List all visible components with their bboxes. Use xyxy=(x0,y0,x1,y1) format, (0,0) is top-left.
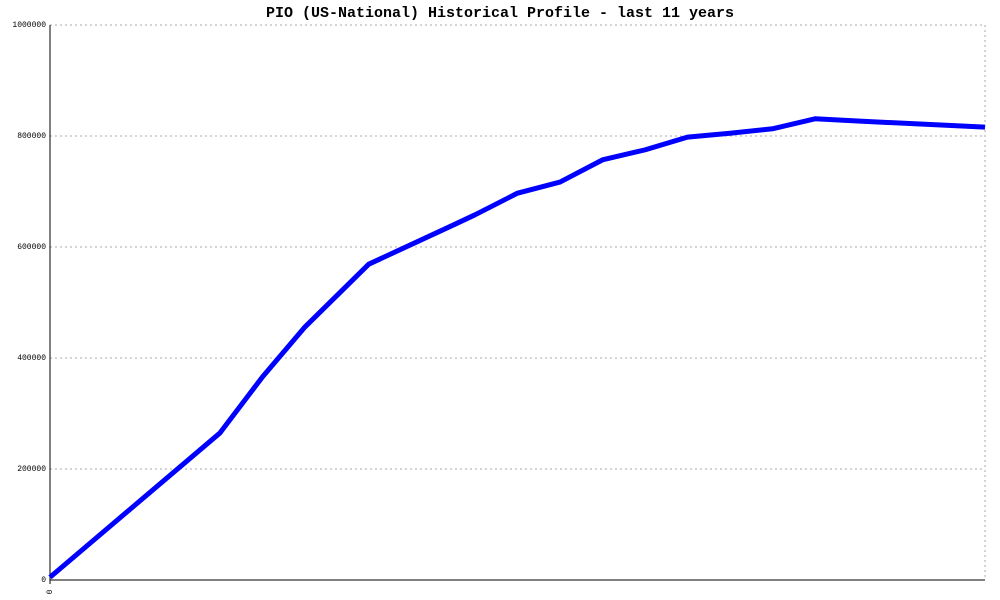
y-tick-label: 800000 xyxy=(17,132,46,141)
chart-title: PIO (US-National) Historical Profile - l… xyxy=(266,5,734,22)
data-line xyxy=(48,116,986,580)
y-tick-label: 0 xyxy=(41,576,46,585)
y-tick-label: 400000 xyxy=(17,354,46,363)
y-tick-label: 600000 xyxy=(17,243,46,252)
y-tick-label: 200000 xyxy=(17,465,46,474)
y-tick-label: 1000000 xyxy=(12,21,46,30)
x-tick-label: 0 xyxy=(46,589,55,594)
